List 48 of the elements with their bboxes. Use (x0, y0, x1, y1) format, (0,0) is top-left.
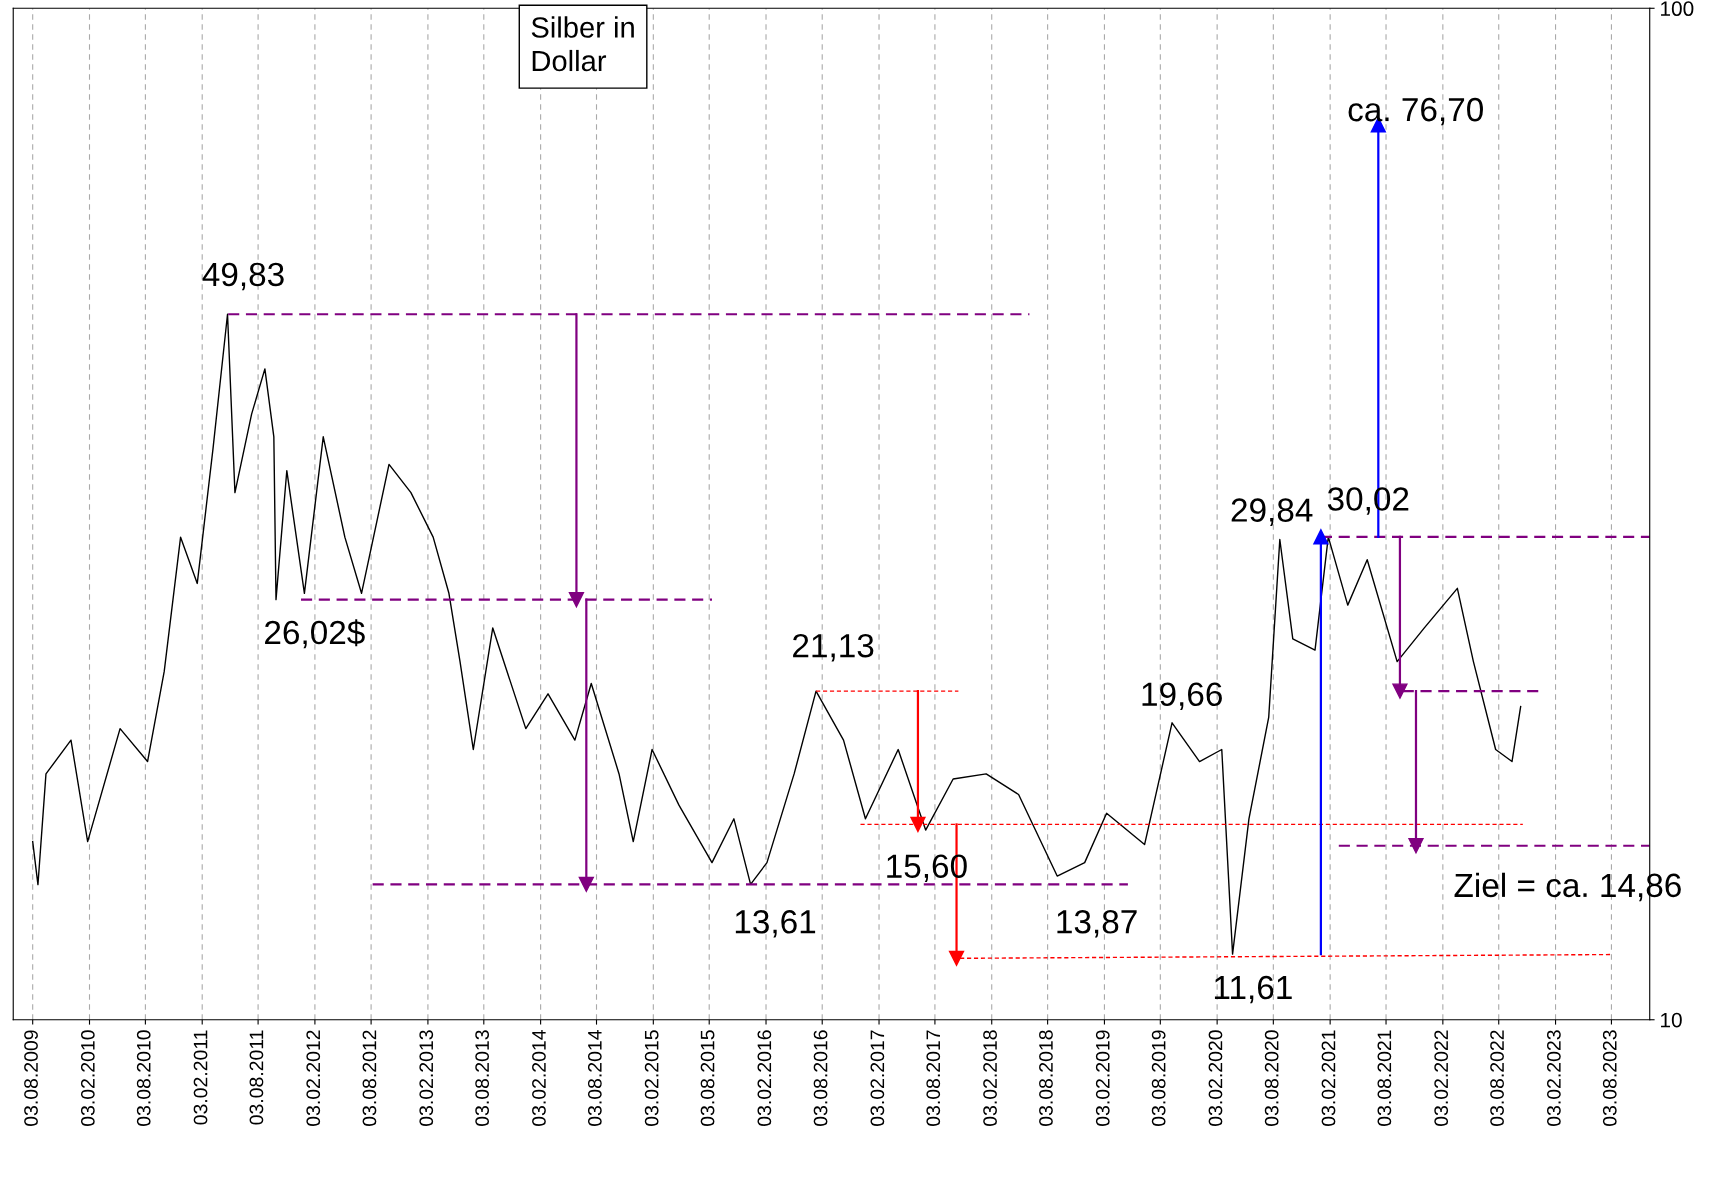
point (1313, 529, 1329, 545)
x-tick-label: 03.02.2015 (644, 1030, 659, 1127)
point (578, 876, 594, 892)
x-tick-label: 03.08.2021 (1377, 1030, 1392, 1127)
x-tick-label: 03.08.2009 (24, 1030, 38, 1127)
x-tick-label: 03.08.2015 (700, 1030, 715, 1127)
x-tick-label: 03.08.2016 (813, 1030, 828, 1127)
annotation: 13,87 (1057, 910, 1137, 938)
x-tick-label: 03.02.2013 (419, 1030, 434, 1127)
annotation: 13,61 (735, 910, 816, 938)
point (910, 816, 926, 833)
x-tick-label: 03.08.2020 (1264, 1030, 1279, 1127)
x-tick-label: 03.02.2012 (306, 1030, 321, 1127)
y-tick-label: 10 (1661, 1012, 1682, 1028)
x-tick-label: 03.02.2014 (532, 1030, 546, 1127)
x-tick-label: 03.02.2019 (1095, 1030, 1110, 1127)
x-tick-label: 03.02.2020 (1208, 1030, 1223, 1127)
x-tick-label: 03.02.2011 (193, 1030, 208, 1125)
x-tick-label: 03.02.2023 (1547, 1030, 1561, 1127)
annotation: 26,02$ (265, 619, 365, 649)
y-tick-label: 100 (1661, 1, 1694, 17)
x-tick-label: 03.08.2022 (1490, 1030, 1504, 1127)
x-tick-label: 03.02.2018 (983, 1030, 997, 1127)
text: Silber in Dollar (531, 16, 634, 72)
point (1392, 683, 1408, 699)
annotation: 29,84 (1231, 498, 1313, 526)
annotation: 11,61 (1214, 975, 1292, 1004)
x-tick-label: 03.08.2012 (362, 1030, 377, 1127)
x-tick-label: 03.02.2016 (757, 1030, 772, 1127)
x-tick-label: 03.08.2011 (249, 1030, 264, 1125)
x-tick-label: 03.08.2014 (587, 1030, 602, 1127)
x-tick-label: 03.08.2023 (1602, 1030, 1617, 1127)
annotation: 49,83 (202, 262, 284, 291)
x-tick-label: 03.02.2017 (870, 1030, 885, 1127)
x-tick-label: 03.08.2013 (475, 1030, 490, 1127)
x-tick-label: 03.08.2010 (136, 1030, 151, 1127)
annotation: ca. 76,70 (1348, 97, 1483, 126)
point (1408, 838, 1424, 854)
annotation: 19,66 (1142, 682, 1222, 710)
x-tick-label: 03.02.2010 (80, 1030, 95, 1127)
annotation: 21,13 (793, 633, 874, 662)
x-tick-label: 03.08.2018 (1039, 1030, 1053, 1127)
x-tick-label: 03.02.2022 (1434, 1030, 1449, 1127)
point (948, 950, 965, 966)
x-tick-label: 03.02.2021 (1321, 1030, 1336, 1127)
x-tick-label: 03.08.2017 (926, 1030, 941, 1127)
x-tick-label: 03.08.2019 (1151, 1030, 1166, 1127)
point (568, 592, 585, 608)
